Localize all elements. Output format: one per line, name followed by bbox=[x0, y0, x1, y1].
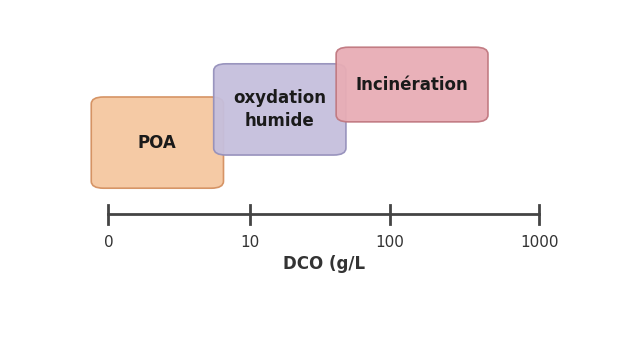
Text: 1000: 1000 bbox=[520, 235, 559, 250]
Text: 10: 10 bbox=[241, 235, 260, 250]
Text: POA: POA bbox=[138, 134, 177, 151]
Text: 0: 0 bbox=[104, 235, 113, 250]
FancyBboxPatch shape bbox=[214, 64, 346, 155]
FancyBboxPatch shape bbox=[336, 47, 488, 122]
Text: DCO (g/L: DCO (g/L bbox=[283, 255, 365, 272]
Text: oxydation
humide: oxydation humide bbox=[233, 89, 326, 130]
FancyBboxPatch shape bbox=[91, 97, 224, 188]
Text: 100: 100 bbox=[375, 235, 404, 250]
Text: Incinération: Incinération bbox=[356, 75, 468, 94]
